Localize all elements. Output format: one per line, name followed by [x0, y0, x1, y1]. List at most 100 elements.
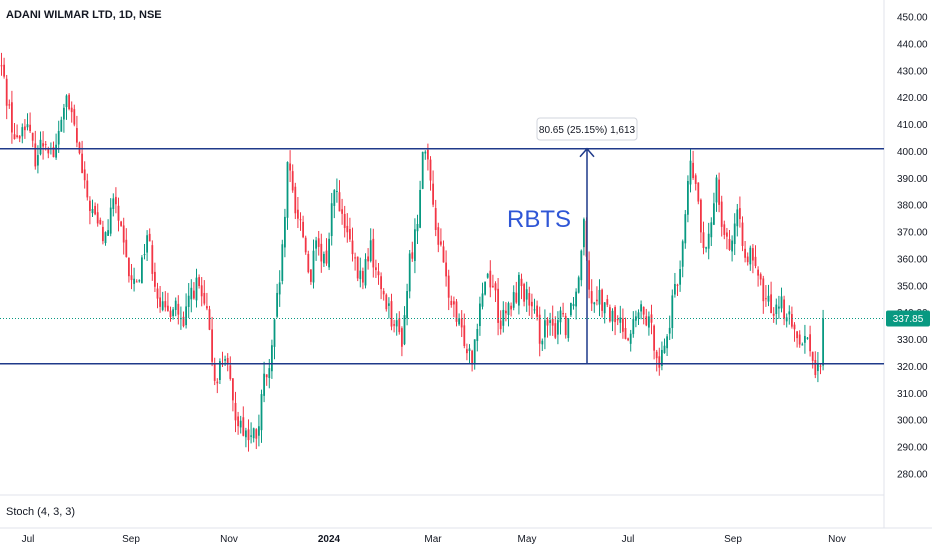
candle-body — [24, 126, 26, 131]
candle-body — [234, 402, 237, 421]
candle-body — [798, 334, 801, 345]
candle-body — [5, 78, 8, 106]
candle-body — [294, 186, 297, 214]
price-tick-label: 440.00 — [897, 39, 928, 50]
candle-body — [622, 318, 624, 332]
candle-body — [224, 359, 226, 361]
candle-body — [278, 282, 281, 295]
candle-body — [47, 148, 50, 154]
time-axis[interactable]: Jul Sep Nov 2024 Mar May Jul Sep Nov — [22, 534, 846, 545]
candle-body — [96, 212, 99, 224]
candle-body — [736, 209, 739, 227]
candle-body — [408, 253, 411, 292]
candle-body — [346, 225, 349, 233]
candle-body — [624, 328, 627, 339]
candle-body — [583, 219, 585, 248]
candle-body — [762, 278, 765, 302]
candle-body — [637, 312, 640, 319]
candle-body — [658, 356, 661, 368]
candle-body — [242, 417, 245, 436]
candle-body — [341, 209, 343, 214]
candle-body — [356, 256, 359, 279]
price-axis[interactable]: 450.00 440.00 430.00 420.00 410.00 400.00 390.… — [886, 13, 930, 481]
candle-body — [427, 149, 429, 160]
candle-body — [219, 361, 221, 381]
candle-body — [304, 237, 307, 253]
candle-body — [707, 233, 710, 249]
candle-body — [728, 239, 731, 250]
candle-body — [463, 325, 466, 347]
candle-body — [538, 314, 541, 344]
candle-body — [252, 428, 255, 439]
candle-body — [502, 309, 505, 326]
candle-body — [562, 313, 564, 315]
measure-label-box — [536, 117, 638, 141]
candle-body — [442, 246, 445, 263]
candle-body — [393, 324, 395, 326]
candle-body — [767, 295, 770, 302]
candle-body — [533, 309, 536, 311]
measure-arrowhead — [579, 147, 595, 158]
candle-body — [130, 275, 133, 281]
candle-body — [614, 307, 616, 323]
candle-body — [65, 95, 68, 108]
candle-body — [286, 162, 289, 218]
price-tick-label: 410.00 — [897, 120, 928, 131]
candle-body — [723, 224, 726, 235]
candle-body — [453, 301, 455, 305]
candle-body — [733, 223, 736, 245]
candle-body — [492, 285, 494, 287]
candle-body — [757, 269, 759, 276]
candle-body — [694, 175, 697, 184]
candle-body — [138, 280, 141, 282]
candle-body — [692, 162, 694, 178]
candle-body — [13, 134, 16, 140]
candle-body — [640, 304, 642, 312]
candle-body — [187, 295, 190, 308]
candle-body — [772, 313, 775, 316]
candle-body — [710, 222, 713, 238]
candle-body — [63, 107, 65, 120]
candle-body — [806, 337, 809, 339]
candle-body — [109, 207, 112, 234]
candle-body — [281, 244, 284, 281]
candle-body — [161, 301, 164, 310]
candle-body — [676, 284, 679, 286]
candle-body — [752, 248, 754, 261]
candle-body — [268, 368, 271, 379]
candle-body — [419, 189, 421, 228]
candle-body — [536, 305, 538, 317]
candle-body — [21, 127, 24, 137]
candle-body — [567, 318, 570, 339]
candle-body — [434, 208, 437, 231]
candle-body — [726, 232, 728, 237]
candle-body — [580, 250, 583, 281]
candle-body — [112, 198, 115, 210]
candle-body — [94, 205, 96, 215]
candle-body — [68, 94, 70, 110]
candle-body — [668, 327, 671, 334]
candle-body — [302, 221, 304, 238]
candle-body — [151, 245, 154, 274]
candle-body — [169, 310, 172, 318]
candle-body — [343, 213, 346, 228]
candle-body — [354, 257, 356, 259]
price-tick-label: 350.00 — [897, 281, 928, 292]
candle-body — [739, 208, 741, 220]
candle-body — [29, 124, 31, 132]
candle-body — [460, 318, 463, 328]
candle-body — [276, 292, 278, 317]
candle-body — [616, 318, 619, 321]
grid-lines — [0, 0, 932, 529]
candle-body — [494, 283, 497, 291]
candle-body — [333, 190, 336, 206]
price-tick-label: 430.00 — [897, 66, 928, 77]
candle-body — [590, 291, 593, 304]
candle-body — [156, 288, 159, 299]
candle-body — [206, 306, 208, 309]
last-price-tag — [886, 310, 930, 327]
candle-body — [718, 179, 720, 205]
candle-body — [661, 349, 663, 366]
candle-body — [466, 349, 468, 354]
